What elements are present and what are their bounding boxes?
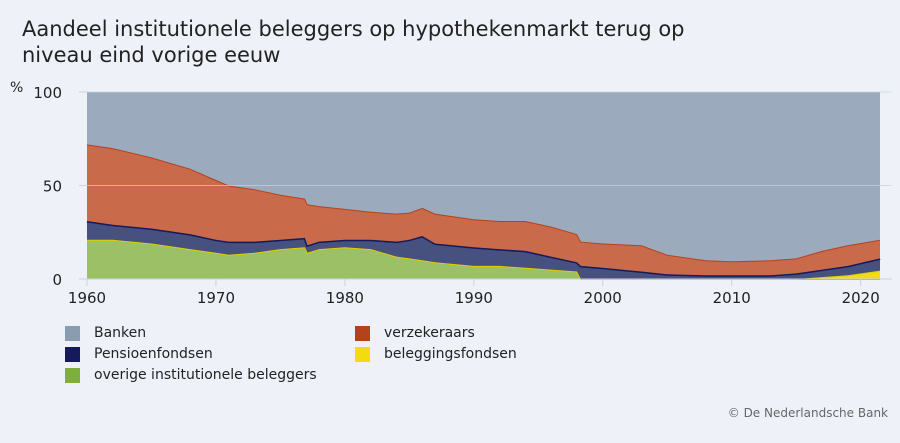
area-verzekeraars (87, 144, 880, 276)
legend-item-verzekeraars: verzekeraars (355, 325, 475, 341)
axes: 0 50 100% 1960 1970 1980 1990 2000 2010 2020 (10, 80, 892, 307)
legend-label: beleggingsfondsen (384, 346, 517, 362)
legend-item-pensioenfondsen: Pensioenfondsen (65, 346, 213, 362)
area-banken (87, 92, 880, 262)
y-tick-label: 0 (52, 271, 62, 289)
x-tick-label: 1980 (326, 289, 364, 307)
x-tick-label: 2000 (584, 289, 622, 307)
legend-swatch (65, 346, 80, 362)
x-tick-label: 1970 (197, 289, 235, 307)
copyright: © De Nederlandsche Bank (727, 406, 888, 420)
legend-item-banken: Banken (65, 325, 146, 341)
y-tick-label: 50 (43, 178, 62, 196)
legend-swatch (355, 325, 370, 341)
x-tick-label: 2020 (842, 289, 880, 307)
legend-label: verzekeraars (384, 325, 475, 341)
legend-label: overige institutionele beleggers (94, 367, 317, 383)
area-pensioenfondsen (87, 221, 880, 279)
legend-swatch (65, 367, 80, 383)
y-axis-label: % (10, 80, 23, 96)
x-tick-label: 1990 (455, 289, 493, 307)
legend-swatch (355, 346, 370, 362)
legend-label: Pensioenfondsen (94, 346, 213, 362)
chart-title-line-1: Aandeel institutionele beleggers op hypo… (22, 17, 685, 41)
legend-item-beleggingsfondsen: beleggingsfondsen (355, 346, 517, 362)
x-tick-label: 2010 (713, 289, 751, 307)
chart-title: Aandeel institutionele beleggers op hypo… (22, 16, 722, 68)
areas (86, 92, 881, 280)
y-tick-label: 100 (33, 84, 62, 102)
x-tick-label: 1960 (68, 289, 106, 307)
legend-swatch (65, 325, 80, 341)
chart-title-line-2: niveau eind vorige eeuw (22, 43, 281, 67)
legend-item-overige: overige institutionele beleggers (65, 367, 317, 383)
legend-label: Banken (94, 325, 147, 341)
